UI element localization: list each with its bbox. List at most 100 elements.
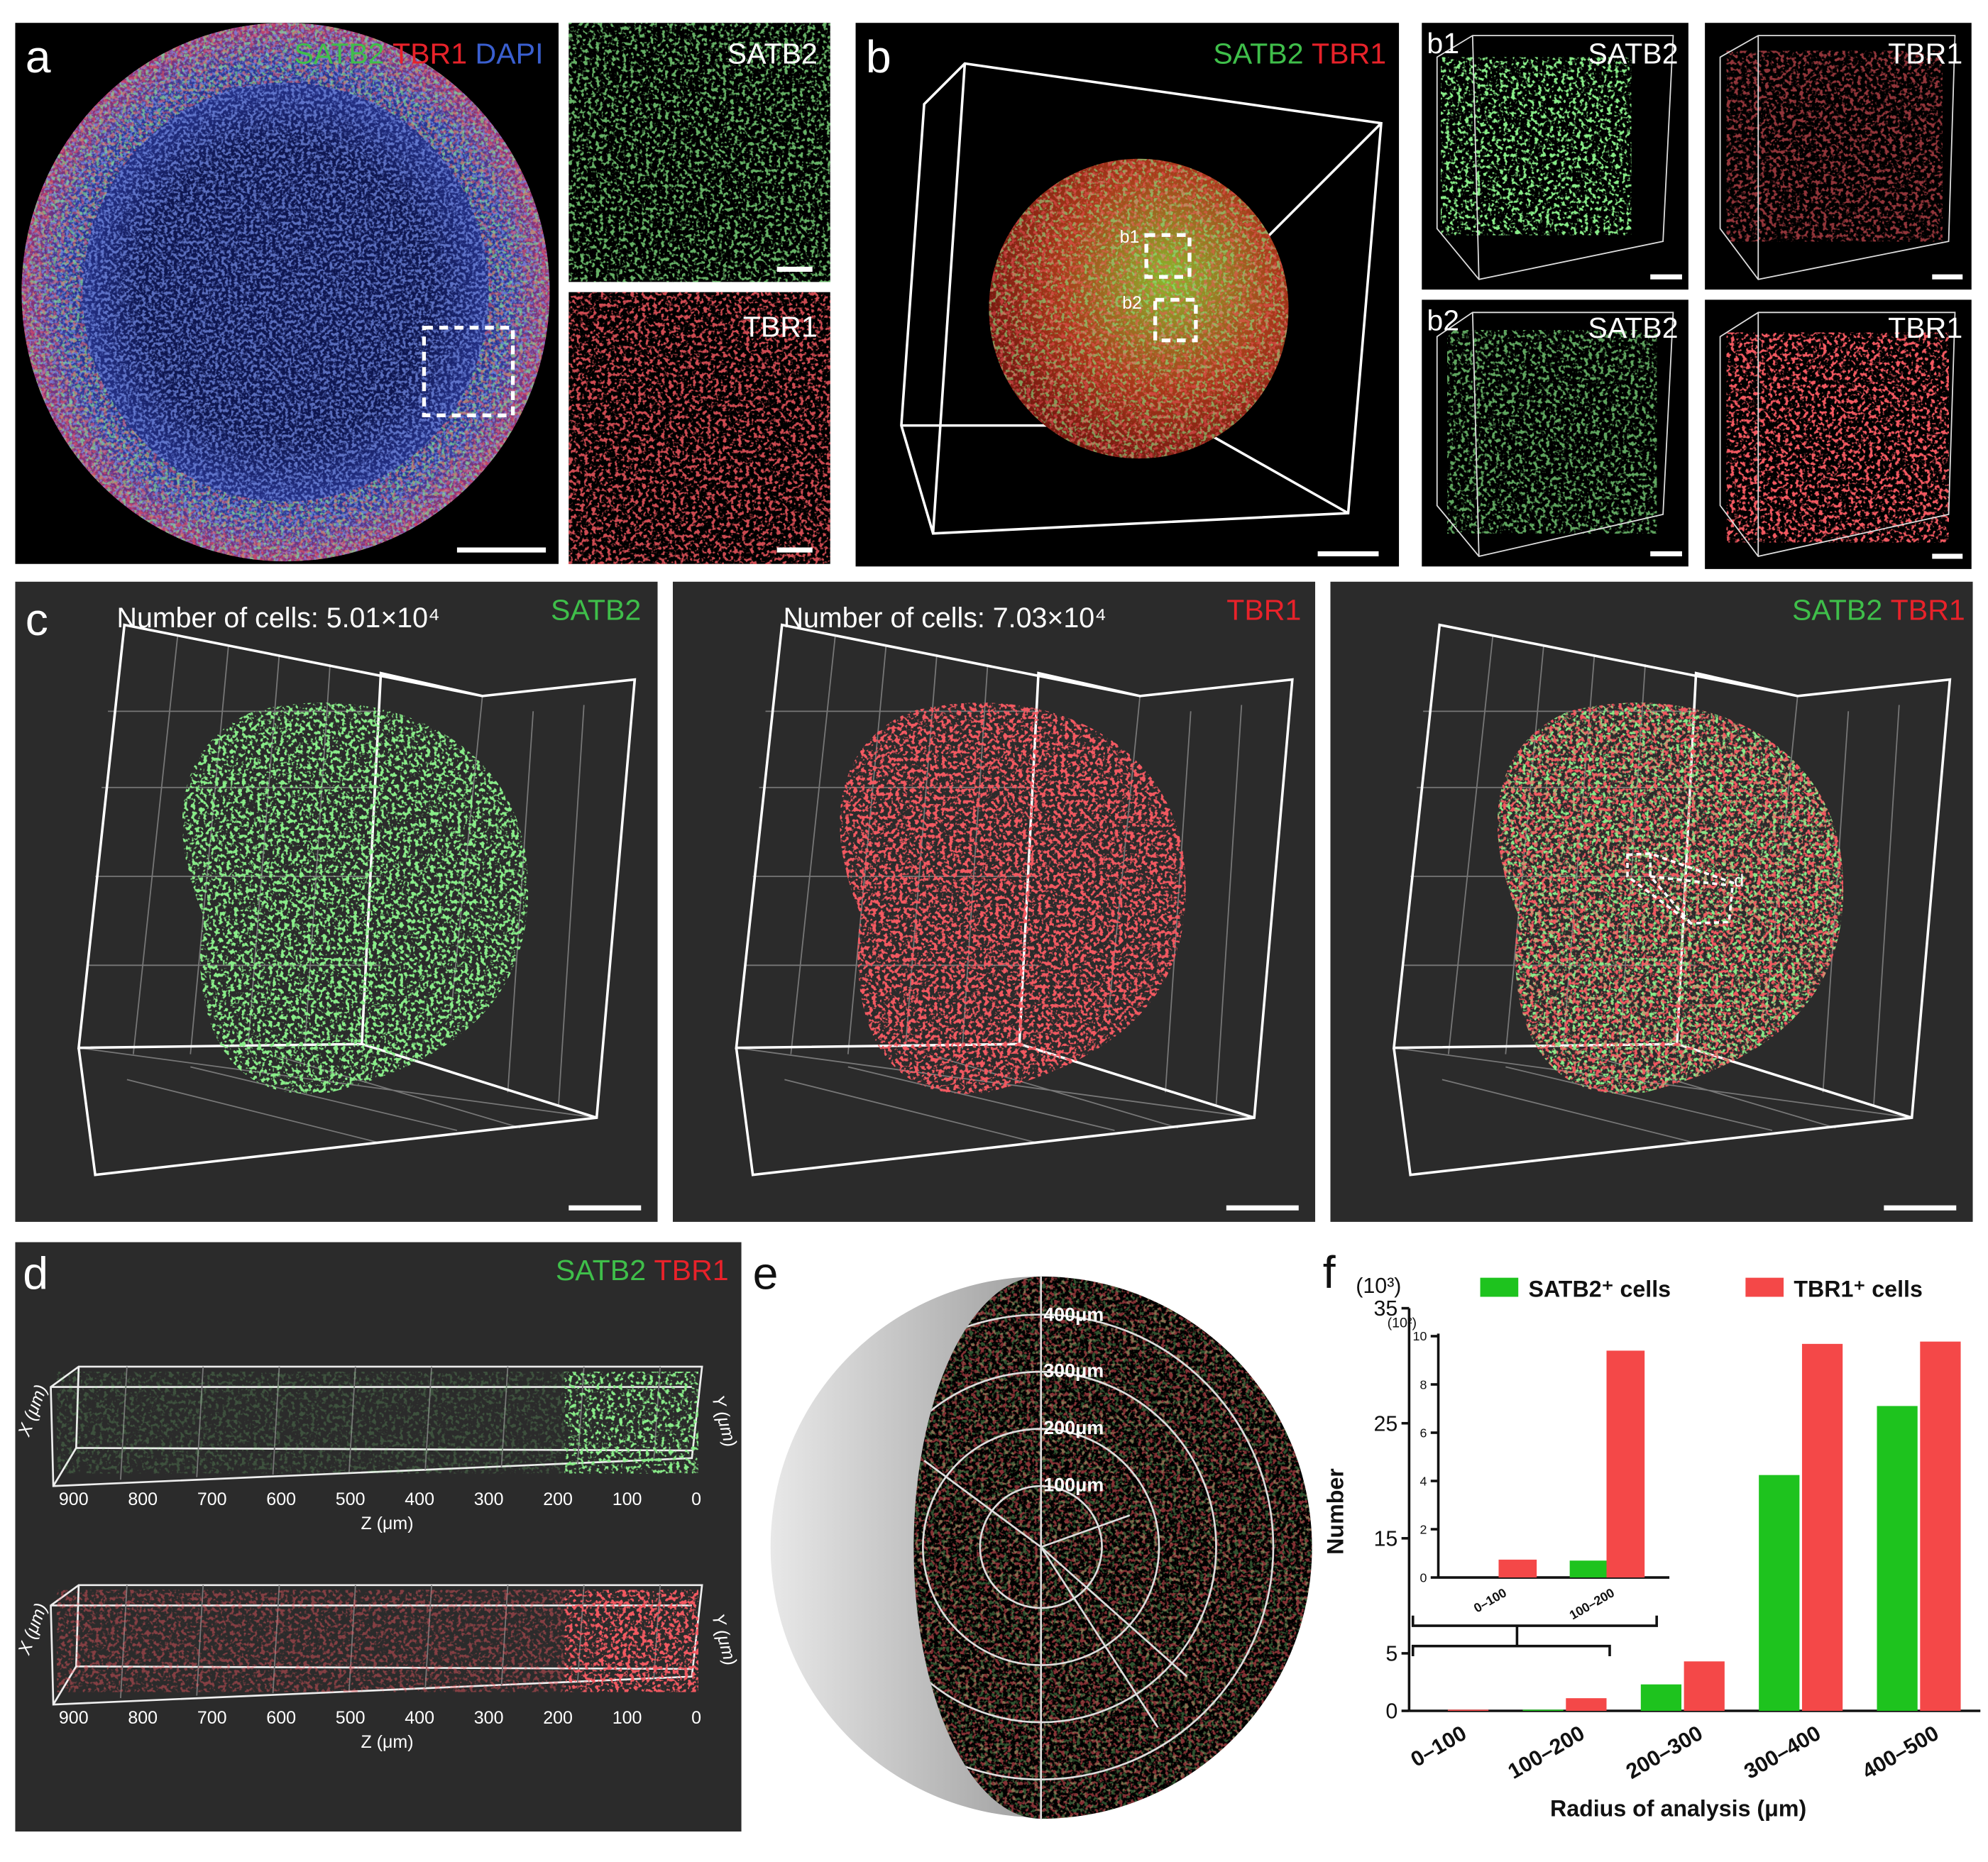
inset-label: b2: [1427, 304, 1459, 336]
panel-label: f: [1323, 1247, 1336, 1298]
box: [1719, 312, 1956, 557]
y-unit: (10³): [1356, 1274, 1401, 1298]
zoom-box: [1153, 297, 1198, 343]
y-tick-label: 10: [1413, 1329, 1427, 1343]
channel-label: SATB2: [551, 593, 641, 626]
tbr1-dots: [1726, 50, 1943, 242]
bar: [1877, 1406, 1918, 1712]
z-tick-label: 500: [336, 1708, 366, 1728]
y-tick-label: 25: [1373, 1411, 1397, 1436]
brackets: [1411, 1615, 1658, 1657]
zoom-box: [422, 326, 515, 417]
bar: [1801, 1343, 1843, 1712]
x-axis-label: Radius of analysis (μm): [1550, 1796, 1806, 1822]
bar: [1498, 1559, 1537, 1578]
inset-label: TBR1: [1888, 37, 1962, 70]
zoom-box: [1626, 852, 1735, 925]
tbr1-dots: [57, 1590, 565, 1692]
satb2-dots: [1447, 330, 1657, 534]
spokes: [923, 1276, 1188, 1819]
tbr1-dots: [596, 1590, 698, 1692]
y-tick-label: 5: [1385, 1642, 1397, 1666]
ring-label: 400μm: [1043, 1304, 1104, 1325]
x-tick-label: 100–200: [1567, 1585, 1617, 1622]
z-tick-label: 600: [266, 1708, 296, 1728]
z-tick-label: 0: [691, 1708, 701, 1728]
bar: [1606, 1350, 1645, 1578]
x-tick-label: 0–100: [1471, 1585, 1509, 1615]
z-tick-label: 700: [197, 1708, 227, 1728]
z-tick-label: 100: [613, 1708, 642, 1728]
panel-label: e: [753, 1248, 779, 1299]
box: [1719, 35, 1956, 280]
box: [1436, 312, 1674, 557]
channel-legend: SATB2 TBR1: [556, 1254, 729, 1287]
tbr1-dots: [569, 292, 830, 564]
bar: [1569, 1560, 1608, 1578]
ring-label: 300μm: [1043, 1360, 1104, 1381]
satb2-dots: [57, 1372, 565, 1474]
x-tick-label: 300–400: [1740, 1721, 1825, 1784]
z-tick-label: 800: [128, 1708, 158, 1728]
inset-y-unit: (10²): [1388, 1315, 1417, 1331]
y-tick-label: 6: [1419, 1426, 1427, 1440]
inset-label: TBR1: [743, 310, 818, 343]
tbr1-dots: [1726, 332, 1949, 543]
inset-label: SATB2: [1588, 37, 1678, 70]
z-axis-label: Z (μm): [361, 1514, 413, 1533]
y-tick-label: 15: [1373, 1526, 1397, 1550]
bar: [1759, 1475, 1800, 1712]
panel-label: b: [866, 31, 891, 82]
zoom-box: [1144, 233, 1192, 279]
z-tick-label: 800: [128, 1489, 158, 1509]
y-tick-label: 0: [1385, 1700, 1397, 1724]
x-tick-label: 400–500: [1858, 1721, 1943, 1784]
y-tick-label: 0: [1419, 1570, 1427, 1585]
y-tick-label: 8: [1419, 1377, 1427, 1392]
z-tick-label: 200: [543, 1489, 573, 1509]
z-tick-label: 700: [197, 1489, 227, 1509]
z-axis-label: Z (μm): [361, 1732, 413, 1752]
legend-label: SATB2⁺ cells: [1529, 1276, 1671, 1301]
y-tick-label: 2: [1419, 1522, 1427, 1536]
z-tick-label: 300: [474, 1489, 504, 1509]
bar: [1684, 1661, 1725, 1712]
z-tick-label: 200: [543, 1708, 573, 1728]
box: [1436, 35, 1674, 280]
inset-label: TBR1: [1888, 312, 1962, 344]
channel-label: TBR1: [1226, 593, 1301, 626]
box-label: d: [1734, 871, 1744, 891]
z-tick-label: 900: [59, 1489, 89, 1509]
ring-label: 200μm: [1043, 1417, 1104, 1438]
bar: [1920, 1341, 1961, 1712]
bar: [1522, 1709, 1564, 1712]
z-tick-label: 500: [336, 1489, 366, 1509]
y-tick-label: 4: [1419, 1474, 1427, 1488]
tbr1-dots: [989, 158, 1289, 459]
chart-f: f (10³) Number Radius of analysis (μm) (…: [1322, 1247, 1981, 1822]
bar: [1447, 1709, 1489, 1712]
z-tick-label: 300: [474, 1708, 504, 1728]
legend-label: TBR1⁺ cells: [1794, 1276, 1923, 1301]
box-label: b1: [1120, 227, 1140, 247]
inset-label: SATB2: [727, 37, 818, 70]
y-axis-label: Number: [1322, 1468, 1348, 1555]
channel-legend: SATB2 TBR1 DAPI: [294, 37, 543, 70]
cell-count: Number of cells: 5.01×10⁴: [117, 602, 440, 634]
image-d: [15, 1242, 742, 1832]
panel-label: a: [26, 31, 51, 82]
x-tick-label: 100–200: [1504, 1721, 1588, 1784]
z-tick-label: 600: [266, 1489, 296, 1509]
satb2-dots: [1441, 57, 1632, 236]
bar: [1566, 1698, 1607, 1712]
ring-label: 100μm: [1043, 1474, 1104, 1495]
satb2-dots: [564, 1372, 698, 1474]
inset-label: SATB2: [1588, 312, 1678, 344]
box-label: b2: [1122, 293, 1142, 313]
z-tick-label: 400: [405, 1489, 434, 1509]
z-tick-label: 100: [613, 1489, 642, 1509]
cell-count: Number of cells: 7.03×10⁴: [784, 602, 1106, 634]
legend-swatch: [1480, 1277, 1519, 1297]
x-tick-label: 0–100: [1407, 1721, 1471, 1772]
